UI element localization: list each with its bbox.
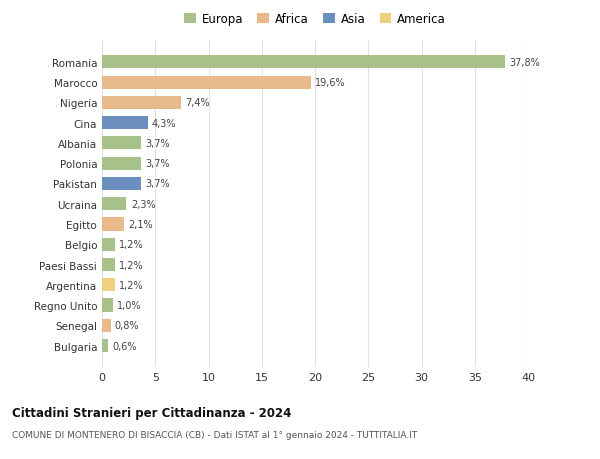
Text: 3,7%: 3,7% xyxy=(146,139,170,149)
Bar xyxy=(102,96,181,110)
Text: 4,3%: 4,3% xyxy=(152,118,176,129)
Text: 1,2%: 1,2% xyxy=(119,280,143,290)
Text: 7,4%: 7,4% xyxy=(185,98,209,108)
Text: Cittadini Stranieri per Cittadinanza - 2024: Cittadini Stranieri per Cittadinanza - 2… xyxy=(12,406,292,419)
Bar xyxy=(102,319,110,332)
Bar xyxy=(102,339,109,353)
Text: 37,8%: 37,8% xyxy=(509,58,539,67)
Text: COMUNE DI MONTENERO DI BISACCIA (CB) - Dati ISTAT al 1° gennaio 2024 - TUTTITALI: COMUNE DI MONTENERO DI BISACCIA (CB) - D… xyxy=(12,431,417,440)
Bar xyxy=(102,178,142,190)
Text: 19,6%: 19,6% xyxy=(315,78,346,88)
Text: 3,7%: 3,7% xyxy=(146,179,170,189)
Bar xyxy=(102,218,124,231)
Text: 3,7%: 3,7% xyxy=(146,159,170,169)
Bar xyxy=(102,279,115,292)
Bar xyxy=(102,157,142,170)
Text: 1,0%: 1,0% xyxy=(117,300,142,310)
Text: 2,1%: 2,1% xyxy=(128,219,153,230)
Legend: Europa, Africa, Asia, America: Europa, Africa, Asia, America xyxy=(179,8,451,30)
Text: 1,2%: 1,2% xyxy=(119,240,143,250)
Bar xyxy=(102,117,148,130)
Bar xyxy=(102,56,505,69)
Bar xyxy=(102,137,142,150)
Bar xyxy=(102,76,311,90)
Text: 1,2%: 1,2% xyxy=(119,260,143,270)
Bar xyxy=(102,299,113,312)
Bar xyxy=(102,198,127,211)
Bar xyxy=(102,238,115,251)
Text: 2,3%: 2,3% xyxy=(131,199,155,209)
Bar xyxy=(102,258,115,271)
Text: 0,8%: 0,8% xyxy=(115,320,139,330)
Text: 0,6%: 0,6% xyxy=(113,341,137,351)
